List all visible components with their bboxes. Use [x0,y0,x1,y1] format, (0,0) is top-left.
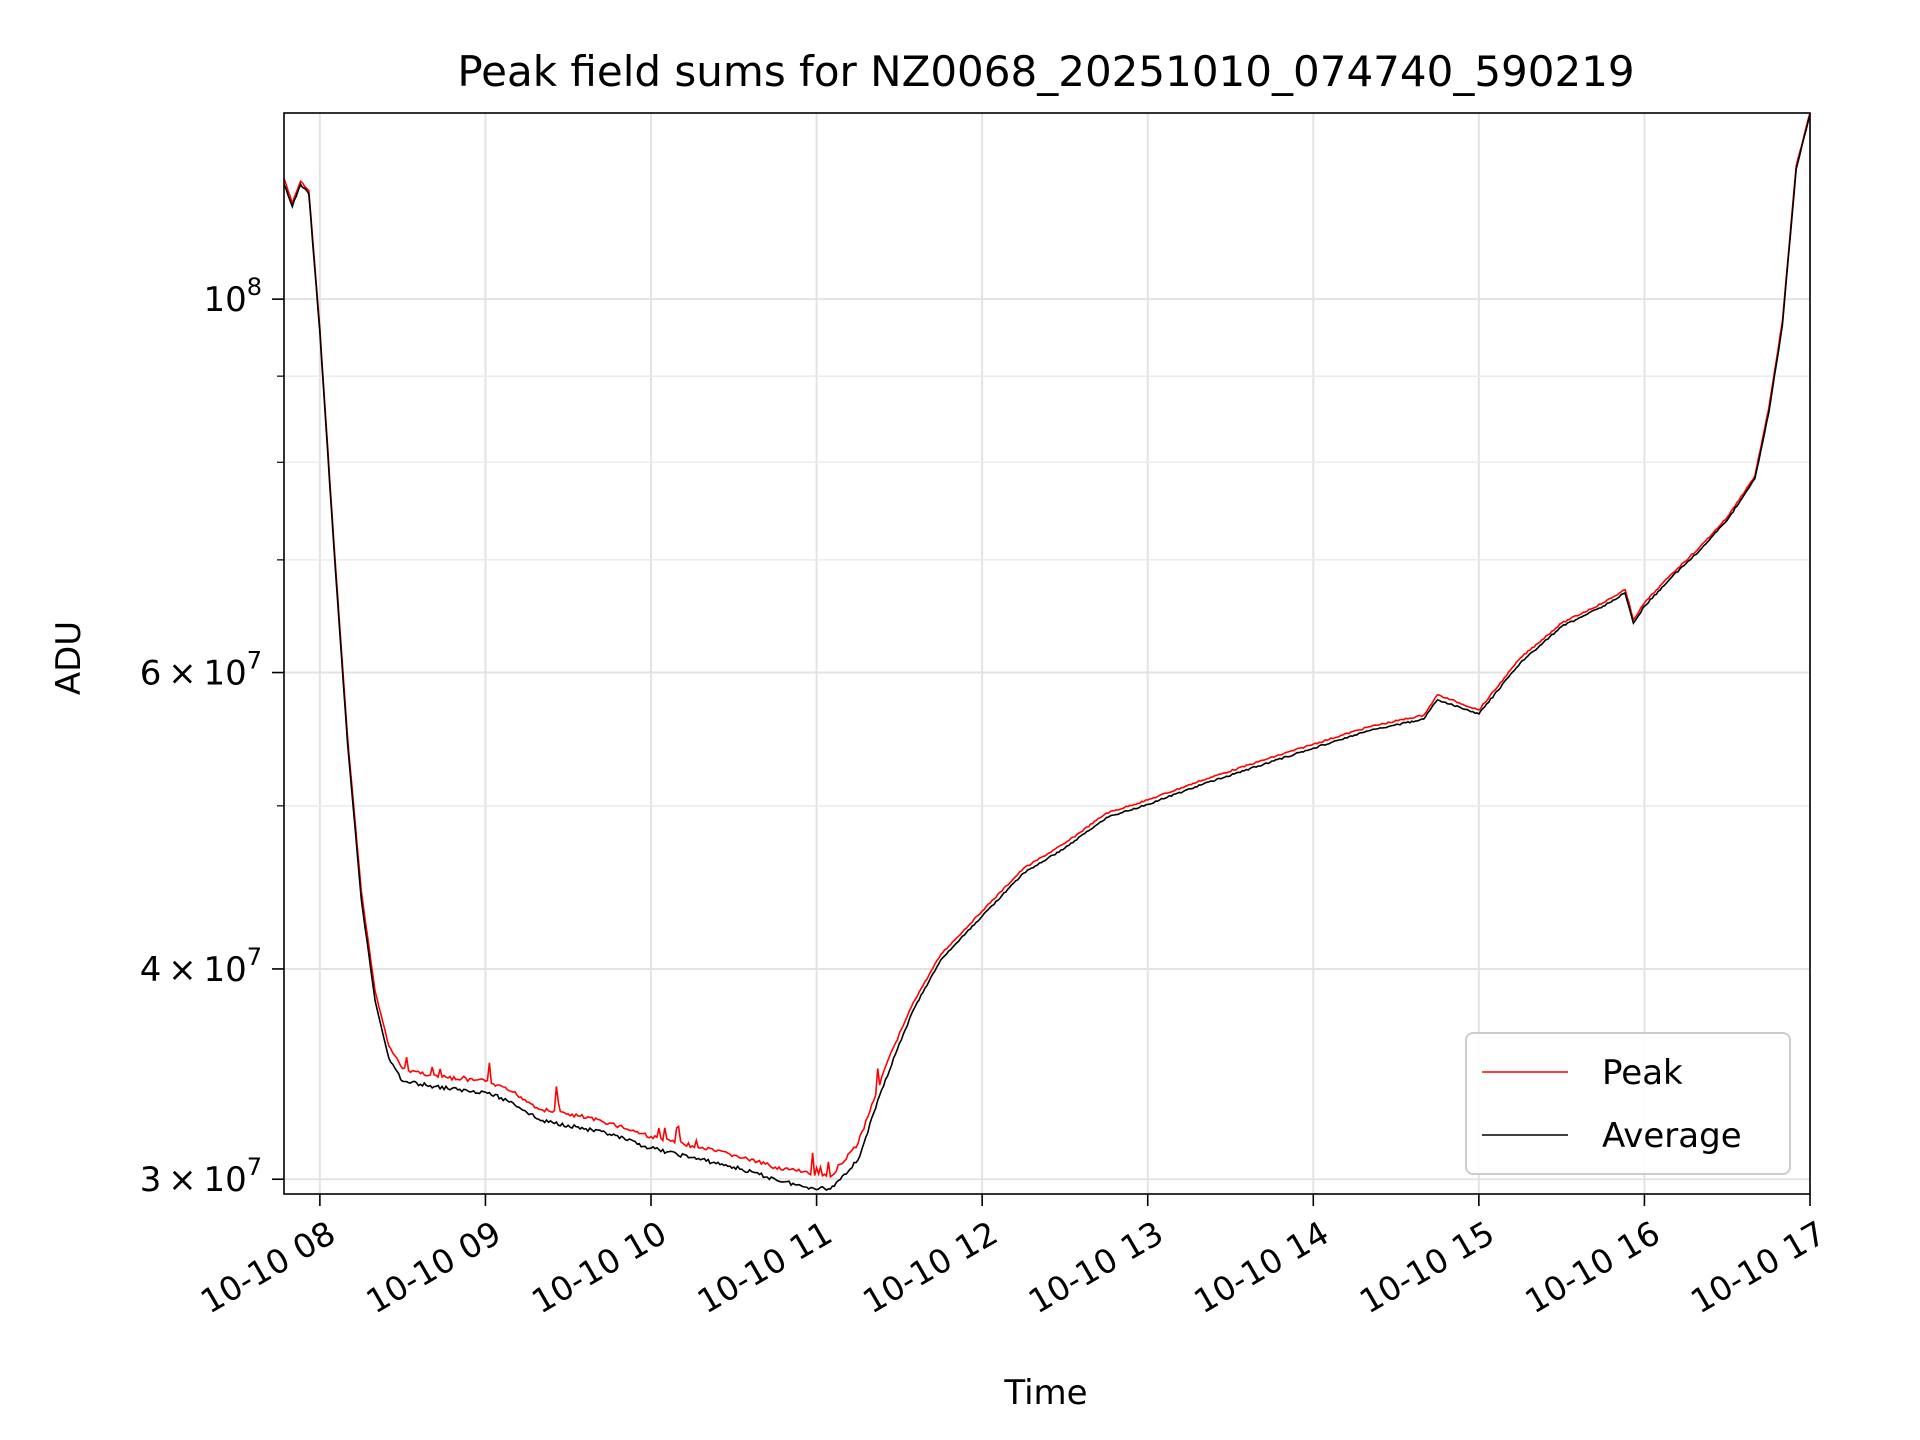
series-line-peak [284,113,1810,1179]
chart-title: Peak field sums for NZ0068_20251010_0747… [457,47,1634,96]
y-tick-label: 108 [203,273,262,320]
x-axis-label: Time [1003,1373,1087,1413]
y-tick-label: 3 × 107 [140,1153,262,1200]
series-line-average [284,113,1810,1192]
legend-label-average: Average [1602,1116,1742,1156]
legend-label-peak: Peak [1602,1053,1683,1093]
plot-area-frame [283,112,1811,1195]
y-tick-label: 6 × 107 [140,647,262,694]
series-layer [284,113,1810,1192]
legend-box [1465,1032,1791,1175]
y-axis-label: ADU [49,621,89,695]
legend: Peak Average [1465,1032,1791,1175]
y-tick-label: 4 × 107 [140,943,262,990]
